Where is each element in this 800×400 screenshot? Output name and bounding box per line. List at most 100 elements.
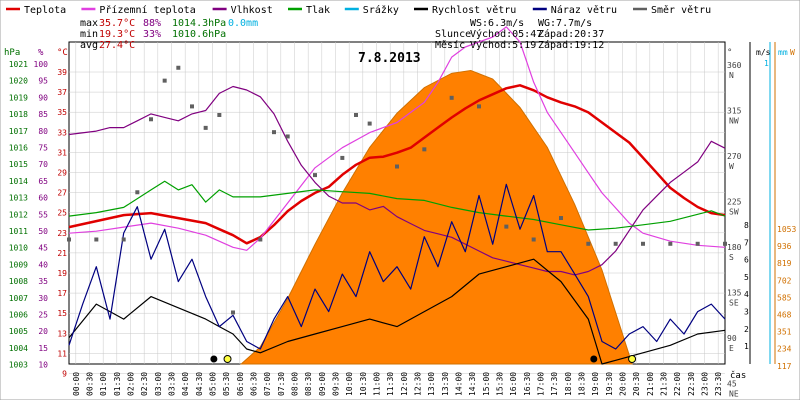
time-tick-label: 18:00 xyxy=(564,372,573,396)
w-tick-label: 468 xyxy=(777,311,792,320)
time-tick-label: 13:30 xyxy=(441,372,450,396)
dir-tick-label: S xyxy=(729,253,734,262)
time-tick-label: 18:30 xyxy=(578,372,587,396)
pct-tick-label: 90 xyxy=(38,93,48,102)
stats-block: max 35.7°C 88% 1014.3hPa 0.0mm min 19.3°… xyxy=(80,18,258,51)
c-tick-label: 19 xyxy=(57,269,67,278)
dir-tick-label: NE xyxy=(729,390,739,399)
time-tick-label: 07:00 xyxy=(263,372,272,396)
time-tick-label: 05:00 xyxy=(209,372,218,396)
wind-direction-point xyxy=(354,112,358,117)
time-tick-label: 11:00 xyxy=(373,372,382,396)
hpa-tick-label: 1013 xyxy=(9,194,28,203)
moonset-marker xyxy=(590,355,598,363)
solar-radiation-area xyxy=(239,69,633,365)
c-tick-label: 21 xyxy=(57,249,67,258)
time-tick-label: 23:30 xyxy=(714,372,723,396)
dir-tick-label: SW xyxy=(729,208,739,217)
wind-direction-point xyxy=(340,155,345,160)
wind-direction-point xyxy=(668,241,673,246)
dir-tick-label: W xyxy=(729,162,734,171)
time-tick-label: 17:30 xyxy=(550,372,559,396)
time-tick-label: 22:30 xyxy=(687,372,696,396)
moon-set: Západ:19:12 xyxy=(538,39,604,51)
time-tick-label: 02:30 xyxy=(140,372,149,396)
time-tick-label: 06:00 xyxy=(236,372,245,396)
hpa-tick-label: 1006 xyxy=(9,311,28,320)
wind-direction-point xyxy=(272,130,276,135)
time-tick-label: 00:00 xyxy=(72,372,81,396)
c-tick-label: 13 xyxy=(57,329,67,338)
hpa-tick-label: 1015 xyxy=(9,160,28,169)
legend-label: Tlak xyxy=(306,5,330,16)
w-unit: W xyxy=(790,48,795,57)
stats-avg-label: avg xyxy=(80,40,98,51)
deg-tick-label: 360 xyxy=(727,61,742,70)
time-tick-label: 00:30 xyxy=(86,372,95,396)
time-tick-label: 19:00 xyxy=(591,372,600,396)
time-tick-label: 13:00 xyxy=(427,372,436,396)
hpa-tick-label: 1005 xyxy=(9,327,28,336)
series-lines xyxy=(67,26,727,365)
time-tick-label: 14:30 xyxy=(468,372,477,396)
time-tick-label: 21:30 xyxy=(660,372,669,396)
pct-tick-label: 50 xyxy=(38,227,48,236)
time-tick-label: 21:00 xyxy=(646,372,655,396)
wind-direction-point xyxy=(313,173,317,178)
wind-direction-point xyxy=(586,241,591,246)
stats-avg-temp: 27.4°C xyxy=(99,40,135,51)
wind-direction-point xyxy=(641,241,645,246)
series-line xyxy=(68,85,726,276)
pct-tick-label: 80 xyxy=(38,127,48,136)
ms-tick-label: 4 xyxy=(744,290,749,299)
w-tick-label: 117 xyxy=(777,362,792,371)
hpa-tick-label: 1020 xyxy=(9,77,28,86)
stats-max-label: max xyxy=(80,18,98,29)
ms-tick-label: 8 xyxy=(744,221,749,230)
time-tick-label: 07:30 xyxy=(277,372,286,396)
wind-direction-point xyxy=(504,224,509,229)
pct-tick-label: 100 xyxy=(34,60,49,69)
pct-tick-label: 40 xyxy=(38,260,48,269)
hpa-tick-label: 1021 xyxy=(9,60,28,69)
wind-direction-point xyxy=(67,237,71,242)
wind-direction-point xyxy=(449,95,454,100)
wind-direction-point xyxy=(531,237,536,242)
pct-tick-label: 30 xyxy=(38,294,48,303)
sun-rise: Východ:05:47 xyxy=(470,28,542,40)
c-tick-label: 37 xyxy=(57,88,67,97)
time-tick-label: 08:00 xyxy=(291,372,300,396)
hpa-tick-label: 1009 xyxy=(9,260,28,269)
wind-direction-point xyxy=(176,65,181,70)
time-tick-label: 04:30 xyxy=(195,372,204,396)
hpa-tick-label: 1019 xyxy=(9,93,28,102)
series-line xyxy=(68,84,726,245)
mm-unit: mm xyxy=(778,48,788,57)
deg-tick-label: 315 xyxy=(727,107,742,116)
pct-unit: % xyxy=(38,48,44,58)
wind-direction-point xyxy=(190,104,194,109)
c-tick-label: 11 xyxy=(57,349,67,358)
time-tick-label: 22:00 xyxy=(673,372,682,396)
series-line xyxy=(68,258,726,365)
hpa-tick-label: 1004 xyxy=(9,344,28,353)
c-tick-label: 35 xyxy=(57,108,67,117)
time-tick-label: 17:00 xyxy=(537,372,546,396)
c-tick-label: 25 xyxy=(57,209,67,218)
time-tick-label: 03:00 xyxy=(154,372,163,396)
legend-label: Vlhkost xyxy=(231,5,273,16)
time-tick-label: 01:30 xyxy=(113,372,122,396)
w-tick-label: 1053 xyxy=(777,225,796,234)
time-tick-label: 12:30 xyxy=(414,372,423,396)
w-tick-label: 351 xyxy=(777,328,792,337)
hpa-tick-label: 1014 xyxy=(9,177,28,186)
wind-direction-point xyxy=(217,112,222,117)
c-unit: °C xyxy=(57,48,68,58)
deg-tick-label: 270 xyxy=(727,152,742,161)
ms-tick-label: 3 xyxy=(744,308,749,317)
wind-direction-point xyxy=(121,237,126,242)
dir-tick-label: SE xyxy=(729,299,739,308)
c-tick-label: 39 xyxy=(57,68,67,77)
hpa-tick-label: 1007 xyxy=(9,294,28,303)
hpa-tick-label: 1018 xyxy=(9,110,28,119)
